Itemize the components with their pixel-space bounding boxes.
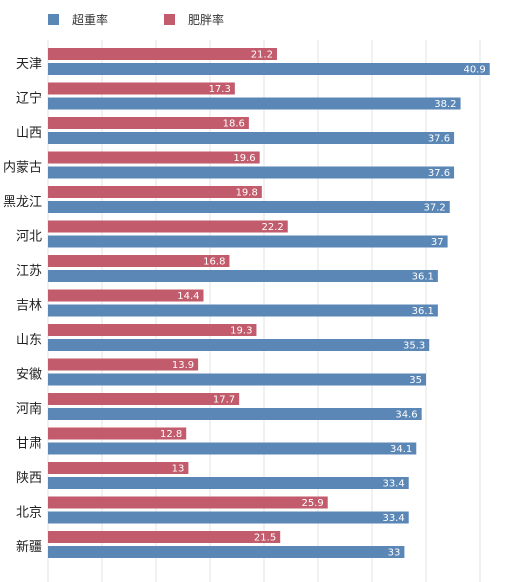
legend: 超重率 肥胖率	[48, 12, 224, 27]
category-label: 天津	[16, 57, 42, 72]
bar-overweight	[48, 201, 450, 213]
data-label: 38.2	[434, 99, 456, 110]
data-label: 25.9	[301, 498, 323, 509]
data-label: 17.7	[213, 395, 235, 406]
data-label: 16.8	[203, 257, 225, 268]
category-label: 内蒙古	[3, 160, 42, 176]
data-label: 36.1	[412, 272, 434, 283]
bar-obesity	[48, 427, 187, 440]
bar-overweight	[48, 408, 422, 420]
category-label: 黑龙江	[3, 195, 42, 210]
data-label: 36.1	[412, 306, 434, 317]
data-label: 40.9	[463, 65, 485, 76]
data-label: 34.6	[395, 410, 417, 421]
category-label: 河北	[16, 230, 42, 245]
data-label: 14.4	[177, 291, 199, 302]
bar-overweight	[48, 63, 490, 75]
legend-swatch-obesity	[164, 14, 175, 25]
category-label: 山东	[16, 333, 42, 348]
bar-obesity	[48, 151, 260, 164]
legend-label-overweight: 超重率	[72, 12, 108, 27]
bar-obesity	[48, 393, 240, 405]
data-label: 35	[409, 375, 422, 386]
bar-overweight	[48, 339, 430, 351]
bar-overweight	[48, 373, 426, 386]
bar-obesity	[48, 117, 249, 129]
data-label: 21.2	[251, 50, 273, 61]
bar-overweight	[48, 166, 455, 179]
data-label: 33	[388, 548, 401, 559]
data-label: 18.6	[223, 119, 245, 130]
data-label: 22.2	[261, 222, 283, 233]
category-label: 北京	[16, 506, 42, 521]
bar-overweight	[48, 97, 461, 110]
data-label: 37.6	[428, 134, 450, 145]
bar-overweight	[48, 304, 438, 317]
bar-obesity	[48, 531, 281, 543]
data-label: 12.8	[160, 429, 182, 440]
bar-obesity	[48, 324, 257, 336]
bar-obesity	[48, 48, 277, 60]
bar-obesity	[48, 496, 328, 509]
data-label: 37	[431, 237, 444, 248]
data-label: 33.4	[382, 513, 404, 524]
bar-overweight	[48, 270, 438, 282]
bar-obesity	[48, 186, 262, 198]
bar-overweight	[48, 511, 409, 524]
category-label: 河南	[16, 401, 42, 417]
bar-obesity	[48, 255, 230, 267]
bar-obesity	[48, 220, 288, 233]
bar-overweight	[48, 442, 417, 455]
category-label: 山西	[16, 126, 42, 141]
category-label: 吉林	[16, 299, 42, 314]
bar-obesity	[48, 82, 235, 95]
data-label: 13.9	[172, 360, 194, 371]
bars: 21.2 40.9 17.3 38.2 18.6 37.6 19.6 37.6 19.8 37.2…	[48, 48, 490, 559]
data-label: 37.6	[428, 168, 450, 179]
data-label: 17.3	[209, 84, 231, 95]
category-label: 甘肃	[16, 437, 42, 452]
bar-overweight	[48, 477, 409, 489]
legend-swatch-overweight	[48, 14, 59, 25]
bar-overweight	[48, 132, 455, 144]
data-label: 21.5	[254, 533, 276, 544]
data-label: 37.2	[423, 203, 445, 214]
data-label: 13	[172, 464, 185, 475]
data-label: 19.3	[230, 326, 252, 337]
bar-obesity	[48, 289, 204, 302]
data-label: 19.8	[236, 188, 258, 199]
data-label: 19.6	[233, 153, 255, 164]
bar-overweight	[48, 546, 405, 558]
bar-obesity	[48, 358, 199, 371]
bar-obesity	[48, 462, 189, 474]
legend-label-obesity: 肥胖率	[188, 12, 224, 27]
category-label: 辽宁	[16, 91, 42, 107]
category-label: 新疆	[16, 539, 42, 555]
data-label: 33.4	[382, 479, 404, 490]
category-label: 江苏	[16, 263, 42, 279]
category-label: 安徽	[16, 368, 42, 383]
data-label: 34.1	[390, 444, 412, 455]
data-label: 35.3	[403, 341, 425, 352]
category-label: 陕西	[16, 471, 42, 486]
bar-overweight	[48, 235, 448, 248]
